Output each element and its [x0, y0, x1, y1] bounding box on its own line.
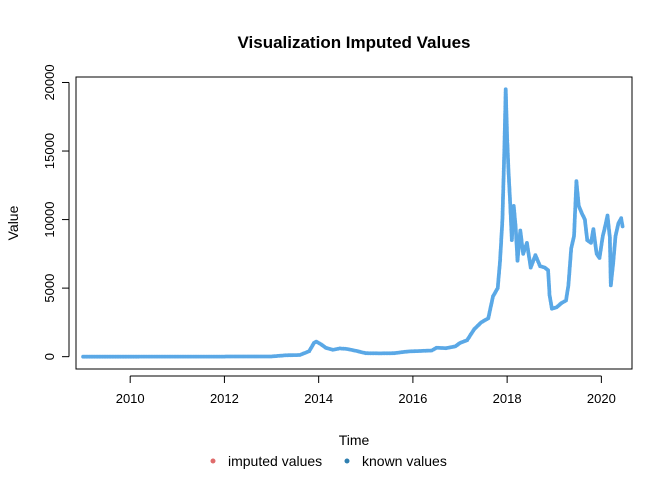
- x-tick-label: 2014: [304, 391, 333, 406]
- x-tick-label: 2012: [210, 391, 239, 406]
- y-tick-label: 20000: [42, 64, 57, 100]
- series-line: [83, 89, 624, 358]
- legend-label-known: known values: [362, 453, 447, 469]
- x-axis: 2010 2012 2014 2016 2018 2020: [116, 375, 616, 406]
- y-tick-label: 10000: [42, 201, 57, 237]
- x-tick-label: 2020: [587, 391, 616, 406]
- y-tick-label: 5000: [42, 274, 57, 303]
- legend-marker-known: [344, 458, 350, 464]
- x-tick-label: 2010: [116, 391, 145, 406]
- x-axis-label: Time: [339, 432, 370, 448]
- x-tick-label: 2016: [398, 391, 427, 406]
- x-tick-label: 2018: [493, 391, 522, 406]
- legend-label-imputed: imputed values: [228, 453, 322, 469]
- legend: imputed values known values: [210, 453, 447, 469]
- y-axis: 0 5000 10000 15000 20000: [42, 64, 70, 360]
- data-point: [620, 224, 625, 229]
- y-axis-label: Value: [5, 205, 21, 240]
- y-tick-label: 15000: [42, 133, 57, 169]
- legend-marker-imputed: [210, 458, 216, 464]
- y-tick-label: 0: [42, 353, 57, 360]
- series-points: [81, 87, 625, 359]
- chart-title: Visualization Imputed Values: [237, 33, 470, 52]
- plot-frame: [75, 76, 633, 370]
